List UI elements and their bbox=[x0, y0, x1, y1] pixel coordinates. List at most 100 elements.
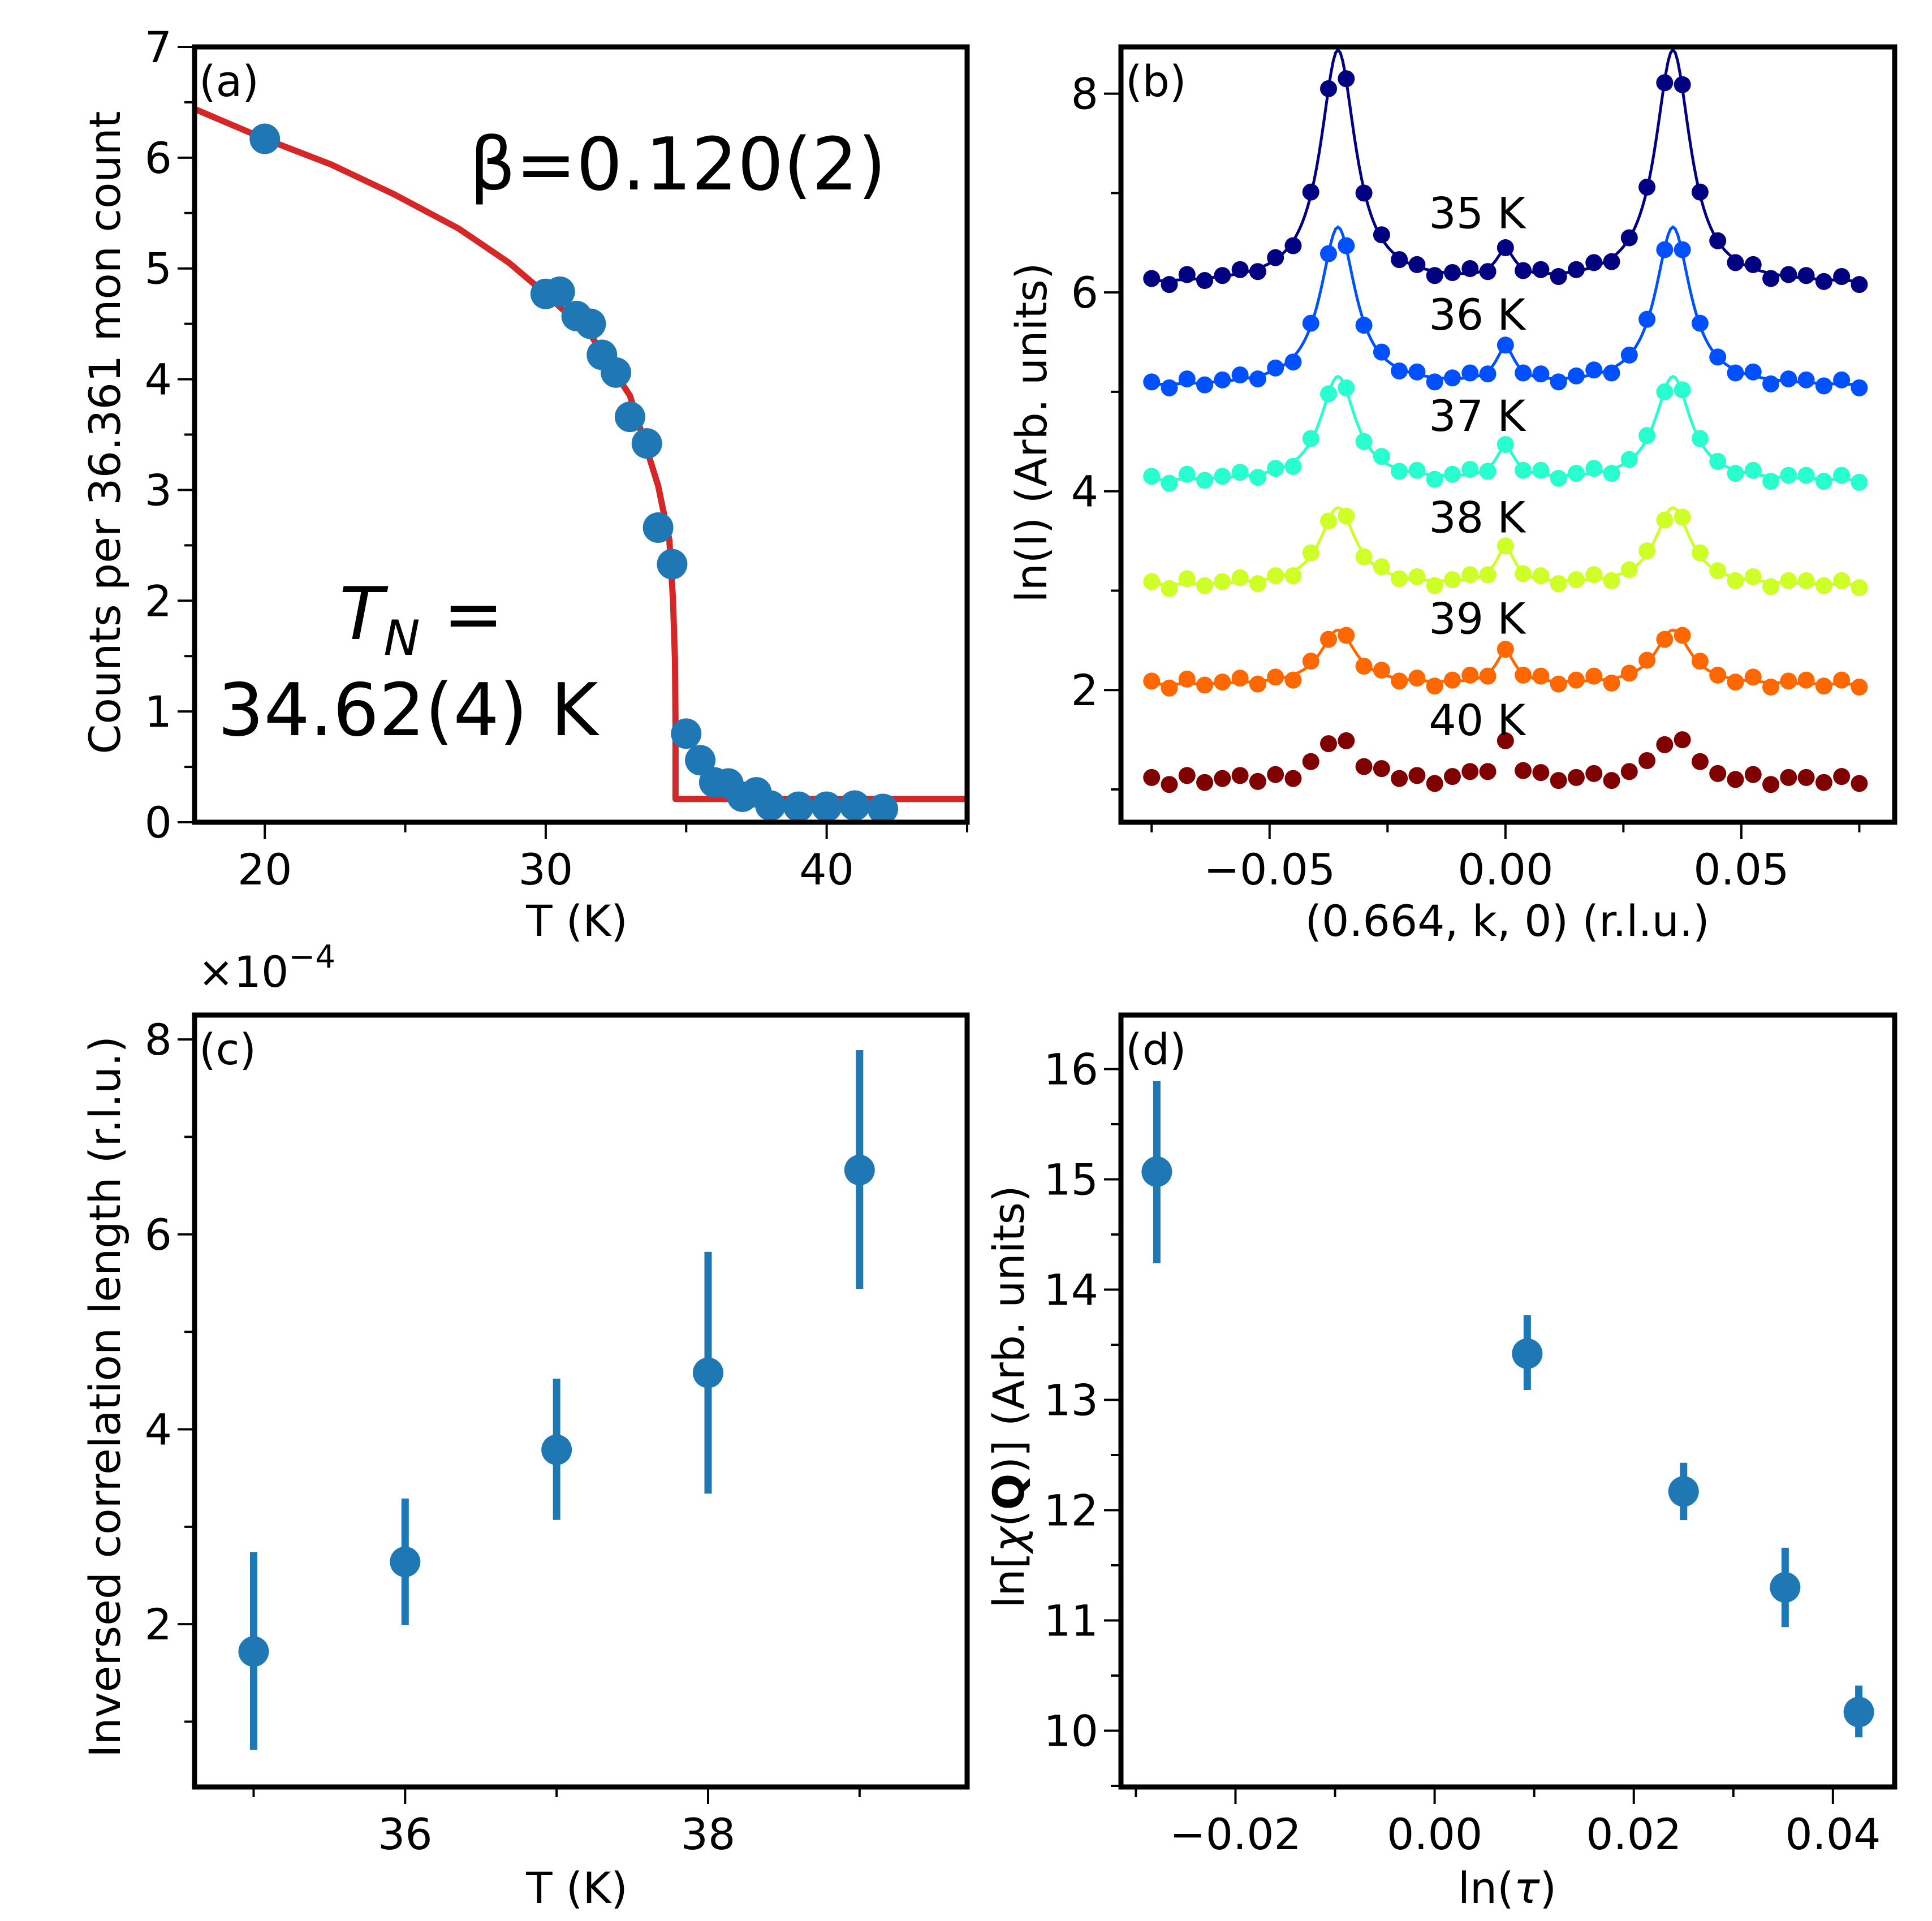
data-point bbox=[249, 123, 281, 154]
data-point bbox=[1691, 183, 1709, 201]
panel-d-xlabel: ln(τ) bbox=[1458, 1863, 1556, 1913]
ylabel-q: Q bbox=[984, 1474, 1034, 1510]
data-point bbox=[1461, 260, 1479, 277]
data-point bbox=[1408, 670, 1426, 687]
data-point bbox=[1355, 658, 1373, 675]
y-tick-label: 13 bbox=[1043, 1375, 1098, 1426]
data-point bbox=[1585, 460, 1603, 477]
panel-b-xlabel: (0.664, k, 0) (r.l.u.) bbox=[1305, 896, 1709, 946]
data-point bbox=[1656, 74, 1674, 92]
x-tick-label: 30 bbox=[519, 844, 573, 895]
series-label: 40 K bbox=[1429, 695, 1526, 745]
data-point bbox=[1426, 373, 1443, 391]
data-point bbox=[1479, 566, 1497, 584]
y-tick-label: 6 bbox=[1071, 267, 1098, 318]
data-point bbox=[1302, 753, 1319, 770]
data-point bbox=[1815, 273, 1832, 290]
ylabel-rest: )] (Arb. units) bbox=[984, 1185, 1034, 1473]
tn-annotation-line1: TN = bbox=[339, 572, 503, 667]
data-point bbox=[1674, 381, 1691, 399]
data-point bbox=[1267, 249, 1284, 266]
data-point bbox=[811, 791, 842, 822]
data-point bbox=[1585, 667, 1603, 685]
data-point bbox=[1780, 467, 1797, 484]
data-point bbox=[1161, 474, 1178, 492]
data-point bbox=[1567, 465, 1585, 482]
x-tick-label: 0.02 bbox=[1586, 1809, 1681, 1859]
y-tick-label: 12 bbox=[1043, 1486, 1098, 1536]
data-point bbox=[1567, 261, 1585, 278]
data-point bbox=[1373, 343, 1390, 361]
panel-d-tag: (d) bbox=[1125, 1024, 1187, 1074]
data-point bbox=[1515, 762, 1532, 779]
panel-c-frame bbox=[192, 1012, 970, 1790]
data-point bbox=[1161, 379, 1178, 396]
data-point bbox=[1532, 461, 1550, 479]
data-point bbox=[1674, 241, 1691, 258]
data-point bbox=[657, 549, 688, 580]
data-point bbox=[1302, 314, 1319, 332]
data-point bbox=[1302, 653, 1319, 670]
data-point bbox=[1196, 774, 1214, 791]
y-tick-label: 3 bbox=[145, 465, 172, 515]
data-point bbox=[1143, 468, 1161, 485]
data-point bbox=[1656, 736, 1674, 753]
y-tick-label: 8 bbox=[145, 1015, 172, 1065]
series-35k bbox=[1143, 48, 1868, 293]
panel-d-plot-area bbox=[1141, 1081, 1874, 1738]
y-tick-label: 2 bbox=[1071, 665, 1098, 715]
data-point bbox=[1744, 568, 1762, 585]
data-point bbox=[1815, 473, 1832, 490]
data-point bbox=[1603, 364, 1620, 382]
data-point bbox=[1355, 317, 1373, 334]
data-point bbox=[1408, 461, 1426, 479]
data-point bbox=[1479, 667, 1497, 685]
data-point bbox=[1797, 467, 1815, 484]
data-point bbox=[1585, 765, 1603, 782]
data-point bbox=[1141, 1156, 1172, 1187]
data-point bbox=[1515, 262, 1532, 279]
data-point bbox=[1515, 565, 1532, 582]
data-point bbox=[1762, 578, 1780, 595]
panel-c-ylabel: Inversed correlation length (r.l.u.) bbox=[80, 1036, 130, 1758]
data-point bbox=[1815, 577, 1832, 594]
data-point bbox=[1497, 336, 1514, 354]
data-point bbox=[1603, 572, 1620, 589]
ylabel-chi: χ bbox=[984, 1525, 1034, 1555]
data-point bbox=[1284, 237, 1302, 254]
data-point bbox=[1515, 364, 1532, 382]
panel-d-ticks: −0.02 0.00 0.02 0.04 10 11 12 13 14 15 16 bbox=[1043, 1044, 1881, 1859]
panel-a-ticks: 20 30 40 0 1 2 3 4 5 6 7 bbox=[145, 22, 968, 895]
data-point bbox=[1267, 567, 1284, 585]
data-point bbox=[1249, 575, 1266, 593]
data-point bbox=[1585, 566, 1603, 584]
data-point bbox=[1355, 758, 1373, 775]
data-point bbox=[1585, 361, 1603, 379]
data-point bbox=[1833, 572, 1851, 589]
data-point bbox=[1408, 767, 1426, 784]
series-38k bbox=[1143, 506, 1868, 597]
data-point bbox=[1320, 385, 1338, 403]
data-point bbox=[1780, 769, 1797, 786]
panel-b-tag: (b) bbox=[1125, 56, 1187, 106]
data-point bbox=[1408, 363, 1426, 381]
data-point bbox=[1214, 674, 1231, 691]
data-point bbox=[1320, 631, 1338, 648]
data-point bbox=[1550, 772, 1567, 789]
data-point bbox=[1196, 577, 1214, 594]
data-point bbox=[1338, 507, 1355, 525]
data-point bbox=[1833, 467, 1851, 484]
panel-d-ylabel: ln[χ(Q)] (Arb. units) bbox=[984, 1185, 1034, 1608]
panel-c-tag: (c) bbox=[199, 1024, 256, 1074]
tn-equals: = bbox=[420, 572, 504, 657]
data-point bbox=[1512, 1338, 1543, 1369]
data-point bbox=[1178, 767, 1196, 784]
data-point bbox=[1443, 369, 1461, 387]
data-point bbox=[1727, 254, 1744, 271]
data-point bbox=[1709, 562, 1727, 580]
data-point bbox=[1620, 346, 1638, 364]
data-point bbox=[1851, 775, 1868, 792]
data-point bbox=[1196, 676, 1214, 694]
data-point bbox=[1479, 365, 1497, 383]
